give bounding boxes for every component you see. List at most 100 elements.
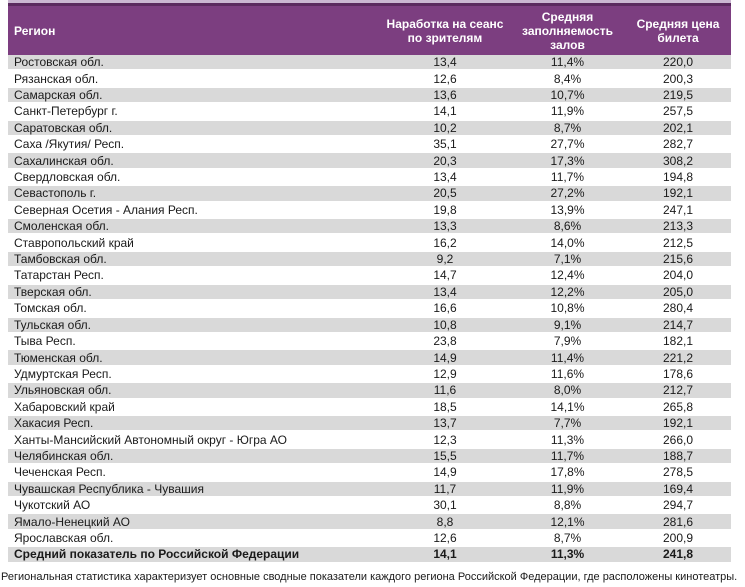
region-cell: Сахалинская обл.: [14, 153, 114, 168]
value-cell: 14,1%: [550, 399, 585, 414]
value-cell: 282,7: [662, 137, 694, 152]
report-table: Регион Наработка на сеанс по зрителям Ср…: [8, 0, 731, 564]
table-row: Саха /Якутия/ Респ. 35,1 27,7% 282,7: [8, 137, 731, 154]
value-cell: 11,4%: [550, 55, 585, 70]
value-cell: 194,8: [662, 170, 694, 185]
value-cell: 257,5: [662, 104, 694, 119]
table-row: Чувашская Республика - Чувашия 11,7 11,9% 1…: [8, 481, 731, 498]
region-cell: Тверская обл.: [14, 284, 92, 299]
value-cell: 13,4: [433, 55, 457, 70]
value-cell: 17,8%: [550, 465, 585, 480]
region-cell: Тыва Респ.: [14, 334, 76, 349]
value-cell: 200,3: [662, 71, 694, 86]
table-row: Свердловская обл. 13,4 11,7% 194,8: [8, 169, 731, 187]
region-cell: Саратовская обл.: [14, 120, 113, 135]
region-cell: Ханты-Мансийский Автономный округ - Югра…: [14, 432, 287, 447]
region-cell: Хакасия Респ.: [14, 416, 94, 431]
value-cell: 23,8: [433, 334, 457, 349]
value-cell: 192,1: [662, 416, 694, 431]
value-cell: 188,7: [662, 448, 694, 463]
region-cell: Удмуртская Респ.: [14, 366, 112, 381]
value-cell: 11,7: [433, 481, 457, 496]
value-cell: 11,6: [433, 383, 457, 398]
region-cell: Томская обл.: [14, 301, 87, 316]
value-cell: 308,2: [662, 153, 694, 168]
region-cell: Ярославская обл.: [14, 530, 114, 545]
table-row: Ямало-Ненецкий АО 8,8 12,1% 281,6: [8, 514, 731, 531]
value-cell: 220,0: [662, 55, 694, 70]
table-row: Удмуртская Респ. 12,9 11,6% 178,6: [8, 366, 731, 384]
value-cell: 20,5: [433, 186, 457, 201]
table-top-accent-light: [8, 0, 731, 3]
value-cell: 10,7%: [550, 88, 585, 103]
value-cell: 11,4%: [550, 350, 585, 365]
value-cell: 12,6: [433, 71, 457, 86]
region-cell: Ставропольский край: [14, 235, 134, 250]
column-header-region: Регион: [14, 23, 56, 38]
value-cell: 8,8%: [553, 498, 582, 513]
value-cell: 12,2%: [550, 284, 585, 299]
table-row: Северная Осетия - Алания Респ. 19,8 13,9% 2…: [8, 202, 731, 220]
value-cell: 16,2: [433, 235, 457, 250]
value-cell: 214,7: [662, 317, 694, 332]
table-row: Тульская обл. 10,8 9,1% 214,7: [8, 317, 731, 334]
table-header: Регион Наработка на сеанс по зрителям Ср…: [8, 6, 731, 55]
table-row: Сахалинская обл. 20,3 17,3% 308,2: [8, 153, 731, 170]
table-row: Самарская обл. 13,6 10,7% 219,5: [8, 87, 731, 105]
value-cell: 169,4: [662, 481, 694, 496]
value-cell: 11,3%: [550, 432, 585, 447]
total-row-label: Средний показатель по Российской Федерац…: [14, 547, 300, 562]
value-cell: 12,3: [433, 432, 457, 447]
value-cell: 14,1: [433, 104, 457, 119]
region-cell: Чукотский АО: [14, 498, 91, 513]
value-cell: 11,9%: [550, 104, 585, 119]
value-cell: 11,9%: [550, 481, 585, 496]
table-row: Чукотский АО 30,1 8,8% 294,7: [8, 497, 731, 515]
region-cell: Ростовская обл.: [14, 55, 104, 70]
value-cell: 12,4%: [550, 268, 585, 283]
table-row: Санкт-Петербург г. 14,1 11,9% 257,5: [8, 104, 731, 121]
value-cell: 15,5: [433, 448, 457, 463]
value-cell: 11,7%: [550, 448, 585, 463]
value-cell: 215,6: [662, 252, 694, 267]
value-cell: 13,3: [433, 219, 457, 234]
total-value-cell: 11,3%: [550, 547, 585, 562]
value-cell: 12,6: [433, 530, 457, 545]
value-cell: 13,4: [433, 284, 457, 299]
table-row: Севастополь г. 20,5 27,2% 192,1: [8, 186, 731, 203]
region-cell: Чеченская Респ.: [14, 465, 106, 480]
region-cell: Рязанская обл.: [14, 71, 99, 86]
value-cell: 10,8: [433, 317, 457, 332]
region-cell: Тульская обл.: [14, 317, 92, 332]
value-cell: 212,7: [662, 383, 694, 398]
column-header-occupancy: Средняя заполняемость залов: [522, 9, 613, 52]
footnote-text: Региональная статистика характеризует ос…: [1, 571, 738, 583]
value-cell: 182,1: [662, 334, 694, 349]
value-cell: 7,9%: [553, 334, 582, 349]
value-cell: 12,9: [433, 366, 457, 381]
value-cell: 213,3: [662, 219, 694, 234]
value-cell: 212,5: [662, 235, 694, 250]
table-row: Чеченская Респ. 14,9 17,8% 278,5: [8, 465, 731, 482]
table-row: Ставропольский край 16,2 14,0% 212,5: [8, 235, 731, 252]
table-row: Ростовская обл. 13,4 11,4% 220,0: [8, 55, 731, 72]
table-row: Хакасия Респ. 13,7 7,7% 192,1: [8, 415, 731, 433]
value-cell: 9,1%: [553, 317, 582, 332]
table-row: Челябинская обл. 15,5 11,7% 188,7: [8, 448, 731, 466]
table-row: Смоленская обл. 13,3 8,6% 213,3: [8, 219, 731, 236]
value-cell: 7,1%: [553, 252, 582, 267]
region-cell: Тамбовская обл.: [14, 252, 107, 267]
region-cell: Челябинская обл.: [14, 448, 114, 463]
value-cell: 219,5: [662, 88, 694, 103]
value-cell: 13,4: [433, 170, 457, 185]
value-cell: 205,0: [662, 284, 694, 299]
table-row: Тверская обл. 13,4 12,2% 205,0: [8, 284, 731, 302]
region-cell: Севастополь г.: [14, 186, 97, 201]
value-cell: 14,0%: [550, 235, 585, 250]
region-cell: Хабаровский край: [14, 399, 115, 414]
value-cell: 10,8%: [550, 301, 585, 316]
value-cell: 13,7: [433, 416, 457, 431]
column-header-ticket-price: Средняя цена билета: [636, 16, 720, 45]
value-cell: 20,3: [433, 153, 457, 168]
region-cell: Татарстан Респ.: [14, 268, 104, 283]
